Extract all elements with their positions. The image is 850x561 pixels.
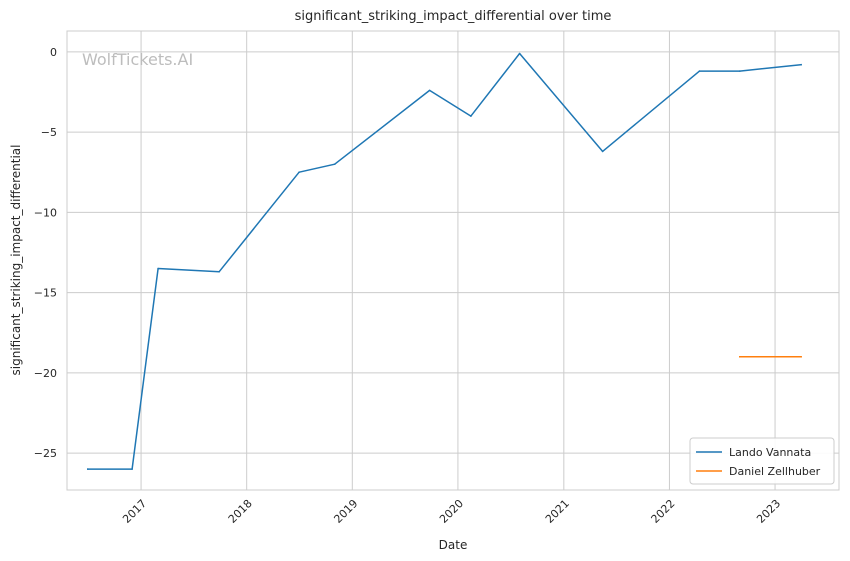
x-tick-label: 2023 (754, 497, 783, 526)
plot-frame (66, 30, 840, 491)
data-point-lando-vannata (333, 163, 336, 165)
data-point-lando-vannata (601, 150, 604, 153)
data-point-lando-vannata (518, 52, 521, 55)
legend-label-daniel-zellhuber: Daniel Zellhuber (729, 465, 821, 478)
y-tick-label: −25 (34, 447, 57, 460)
y-axis-label: significant_striking_impact_differential (9, 145, 23, 376)
x-tick-label: 2018 (226, 497, 255, 526)
watermark-text: WolfTickets.AI (82, 50, 193, 69)
x-axis-label: Date (439, 538, 468, 552)
legend-box (689, 437, 835, 485)
series-line-lando-vannata (87, 52, 802, 470)
data-point-lando-vannata (218, 270, 220, 273)
x-tick-label: 2017 (120, 497, 149, 526)
data-point-lando-vannata (157, 267, 159, 270)
data-point-lando-vannata (800, 63, 802, 66)
y-tick-label: −15 (34, 287, 57, 300)
legend-label-lando-vannata: Lando Vannata (729, 446, 811, 459)
y-tick-labels: 0 −5 −10 −15 −20 −25 (34, 46, 57, 460)
x-tick-labels: 2017 2018 2019 2020 2021 2022 2023 (120, 497, 783, 526)
data-point-lando-vannata (739, 70, 741, 72)
y-tick-label: −20 (34, 367, 57, 380)
chart-title: significant_striking_impact_differential… (295, 9, 612, 24)
grid (67, 31, 839, 490)
x-tick-label: 2022 (649, 497, 678, 526)
x-tick-label: 2021 (543, 497, 572, 526)
y-tick-label: −5 (41, 126, 57, 139)
data-point-daniel-zellhuber (800, 356, 802, 358)
x-tick-label: 2019 (331, 497, 360, 526)
data-point-lando-vannata (698, 70, 701, 72)
series-lines (87, 52, 802, 470)
y-tick-label: 0 (50, 46, 57, 59)
data-point-lando-vannata (131, 468, 133, 470)
data-point-lando-vannata (428, 89, 431, 92)
data-point-lando-vannata (87, 468, 89, 470)
x-tick-label: 2020 (437, 497, 466, 526)
y-tick-label: −10 (34, 206, 57, 219)
data-point-lando-vannata (470, 115, 472, 117)
data-point-daniel-zellhuber (739, 356, 741, 358)
data-point-lando-vannata (298, 171, 300, 173)
legend: Lando Vannata Daniel Zellhuber (689, 437, 835, 485)
